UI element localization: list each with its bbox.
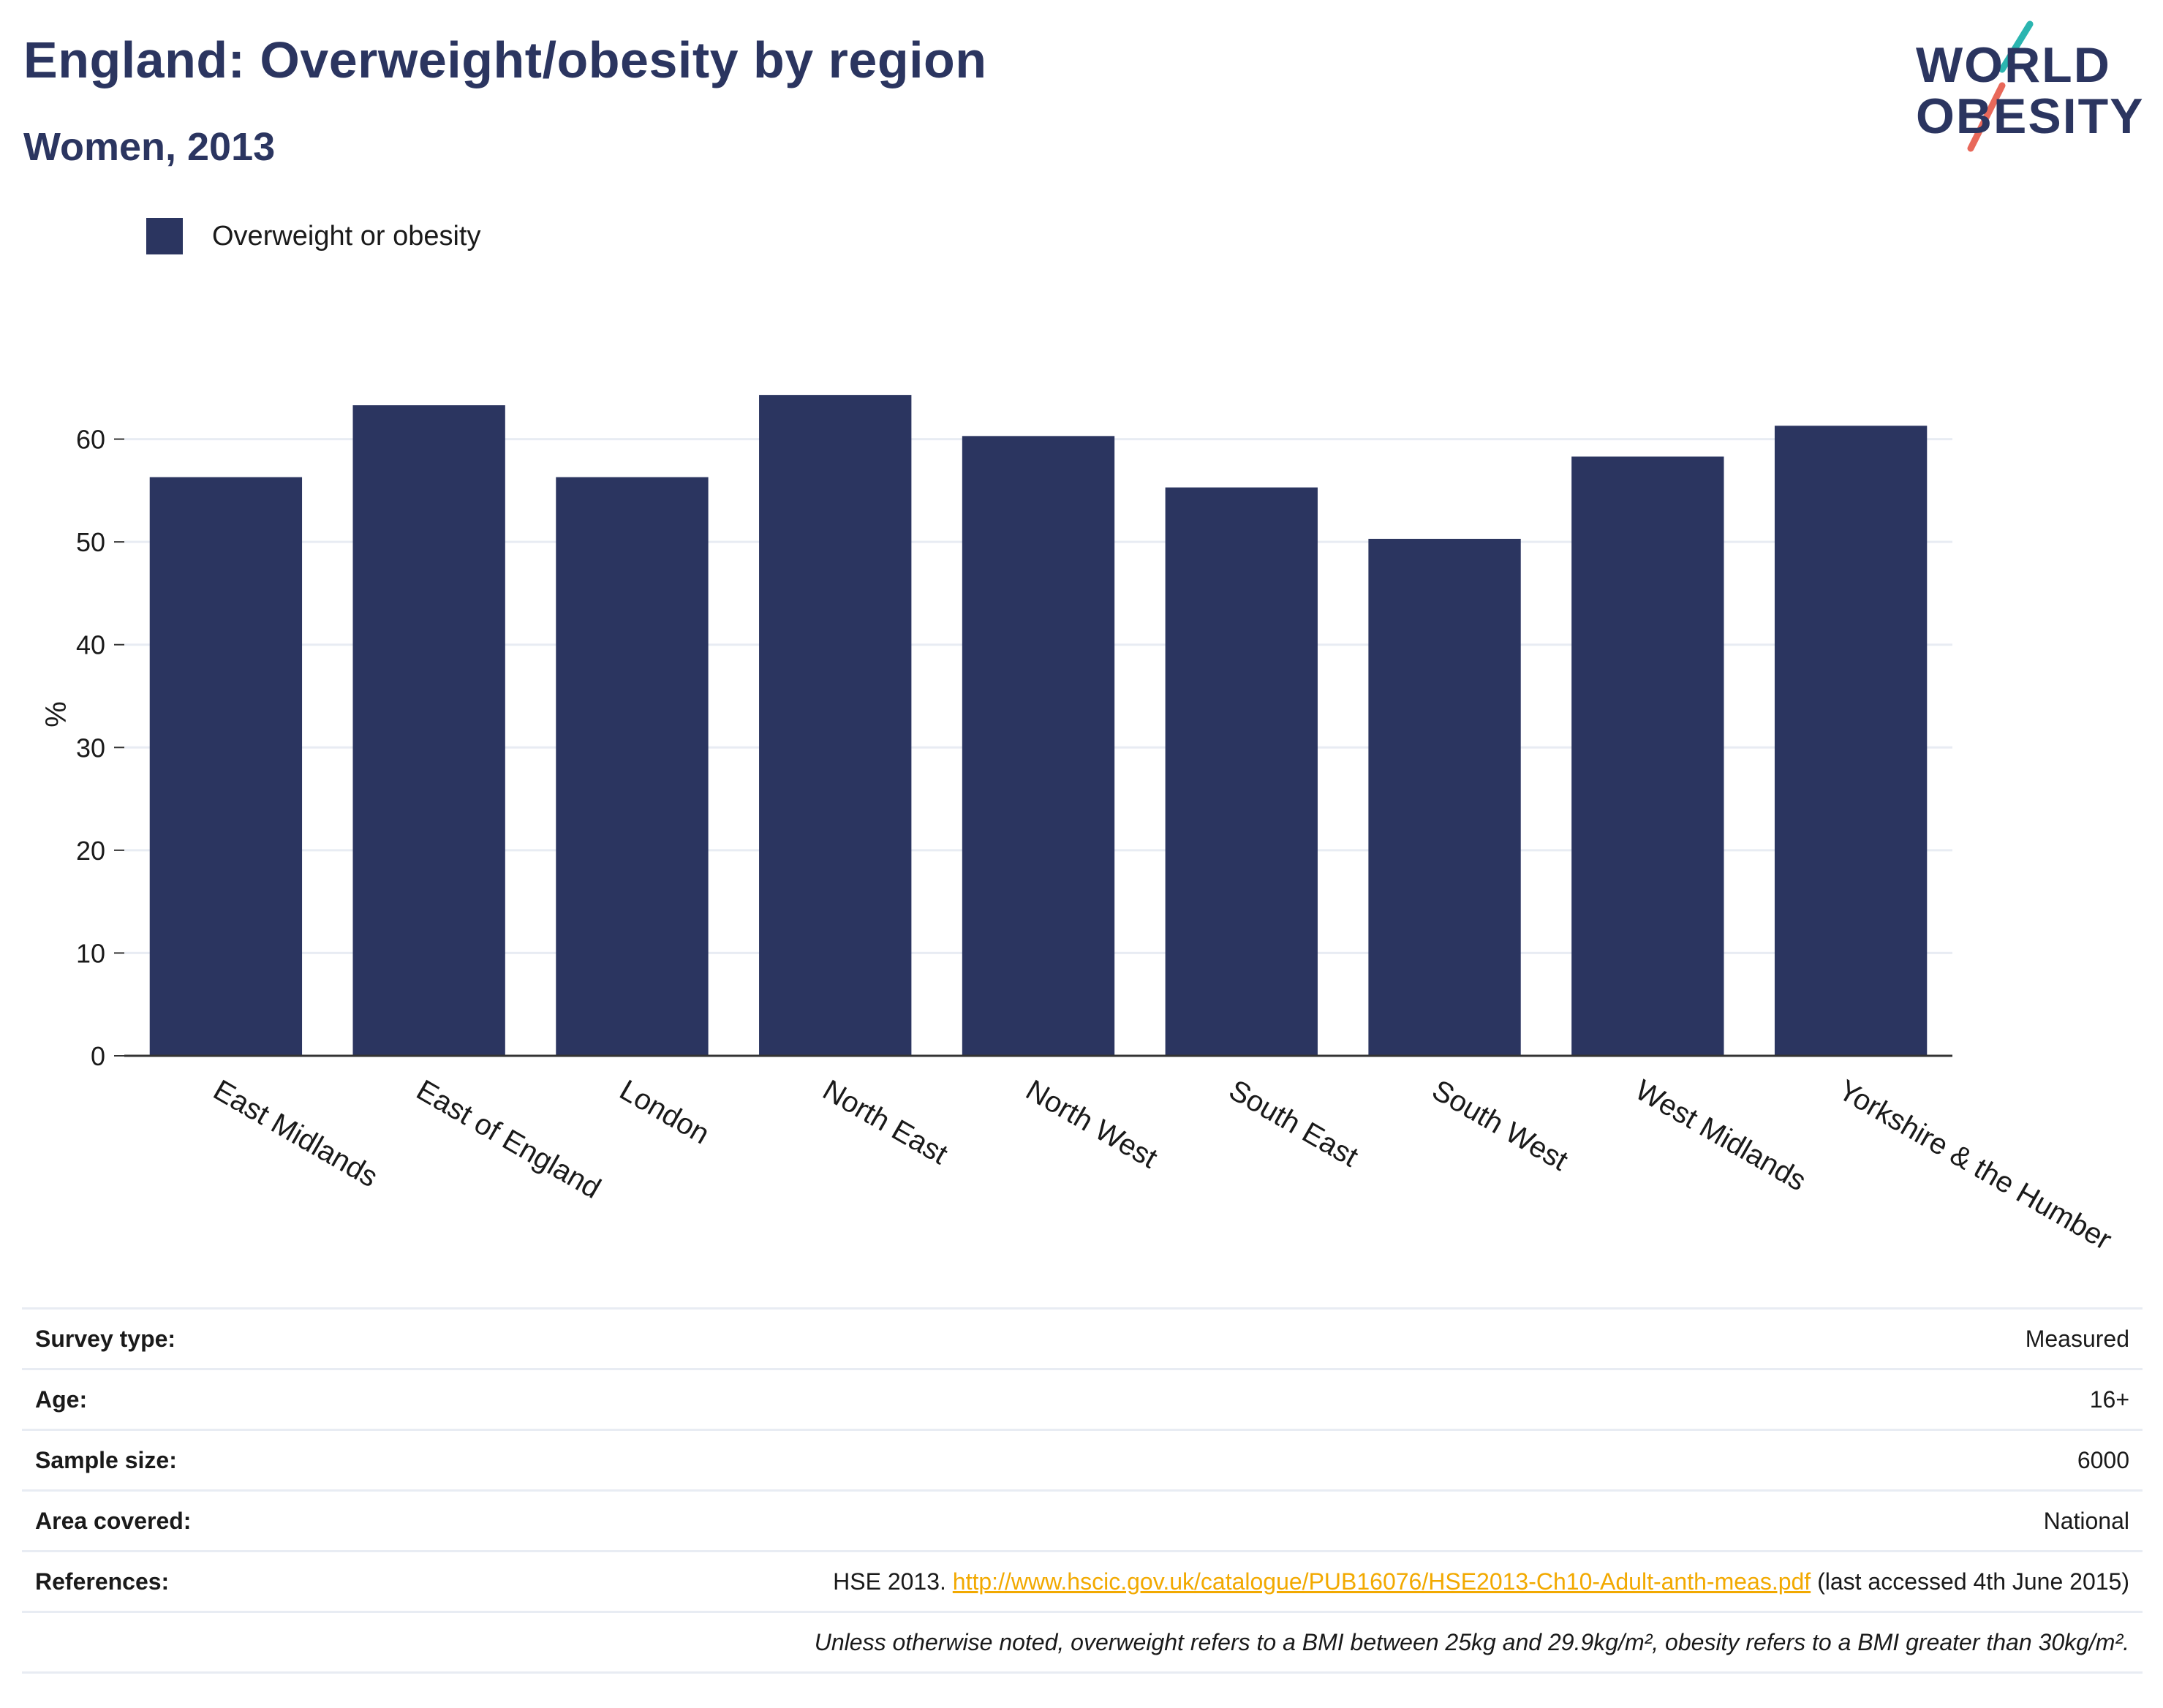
- logo-text-obesity: OBESITY: [1916, 88, 2145, 144]
- y-tick-label: 40: [76, 630, 105, 660]
- bar-layer: [149, 395, 1928, 1056]
- x-tick-label: West Midlands: [1630, 1074, 1812, 1198]
- x-tick-label: South West: [1427, 1074, 1573, 1177]
- chart-legend: Overweight or obesity: [146, 218, 481, 254]
- logo-text-world: WORLD: [1916, 37, 2111, 93]
- bar-chart: 0 10 20 30 40 50 60% East Midlands East of Engla…: [39, 395, 2117, 1257]
- meta-value: Measured: [355, 1307, 2143, 1369]
- meta-label: Area covered:: [22, 1489, 355, 1552]
- bar: [1368, 538, 1521, 1056]
- meta-row-sample-size: Sample size: 6000: [22, 1429, 2143, 1491]
- reference-suffix: (last accessed 4th June 2015): [1811, 1568, 2129, 1595]
- bar: [556, 477, 709, 1056]
- reference-prefix: HSE 2013.: [833, 1568, 953, 1595]
- logo-slash-icon: [1967, 20, 2034, 152]
- definition-note: Unless otherwise noted, overweight refer…: [355, 1611, 2143, 1674]
- meta-row-survey-type: Survey type: Measured: [22, 1307, 2143, 1369]
- x-tick-label: East of England: [411, 1074, 606, 1205]
- meta-label: Age:: [22, 1368, 355, 1430]
- x-tick-label: North West: [1021, 1074, 1163, 1175]
- bar: [352, 405, 505, 1056]
- bar: [962, 436, 1115, 1056]
- bar: [149, 477, 303, 1056]
- meta-row-note: Unless otherwise noted, overweight refer…: [22, 1611, 2143, 1674]
- y-axis-label: %: [39, 701, 71, 728]
- meta-value: 6000: [355, 1429, 2143, 1491]
- world-obesity-logo: WORLD OBESITY: [1901, 18, 2150, 157]
- y-tick-label: 60: [76, 425, 105, 455]
- meta-row-references: References: HSE 2013. http://www.hscic.g…: [22, 1550, 2143, 1612]
- y-tick-label: 30: [76, 733, 105, 763]
- meta-label: Survey type:: [22, 1307, 355, 1369]
- x-tick-label: Yorkshire & the Humber: [1833, 1074, 2117, 1257]
- legend-swatch: [146, 218, 183, 254]
- meta-row-age: Age: 16+: [22, 1368, 2143, 1430]
- meta-value: 16+: [355, 1368, 2143, 1430]
- y-tick-label: 50: [76, 527, 105, 557]
- meta-value: National: [355, 1489, 2143, 1552]
- meta-label: References:: [22, 1550, 355, 1612]
- y-tick-label: 10: [76, 938, 105, 968]
- x-tick-label: South East: [1223, 1074, 1363, 1174]
- bar: [1571, 456, 1724, 1056]
- bar: [1774, 426, 1928, 1056]
- legend-label: Overweight or obesity: [212, 220, 481, 252]
- bar: [759, 395, 912, 1056]
- y-tick-label: 20: [76, 836, 105, 866]
- meta-label-empty: [22, 1611, 355, 1674]
- x-tick-label: North East: [818, 1074, 954, 1171]
- bar: [1165, 487, 1318, 1056]
- meta-row-area-covered: Area covered: National: [22, 1489, 2143, 1552]
- y-tick-label: 0: [91, 1041, 105, 1071]
- axis-layer: [114, 438, 1952, 1057]
- chart-subtitle: Women, 2013: [23, 125, 276, 169]
- meta-label: Sample size:: [22, 1429, 355, 1491]
- x-tick-label: London: [614, 1074, 715, 1151]
- reference-link[interactable]: http://www.hscic.gov.uk/catalogue/PUB160…: [952, 1568, 1811, 1595]
- meta-value: HSE 2013. http://www.hscic.gov.uk/catalo…: [355, 1550, 2143, 1612]
- metadata-table: Survey type: Measured Age: 16+ Sample si…: [22, 1307, 2143, 1674]
- x-tick-label: East Midlands: [208, 1074, 383, 1194]
- chart-title: England: Overweight/obesity by region: [23, 31, 987, 88]
